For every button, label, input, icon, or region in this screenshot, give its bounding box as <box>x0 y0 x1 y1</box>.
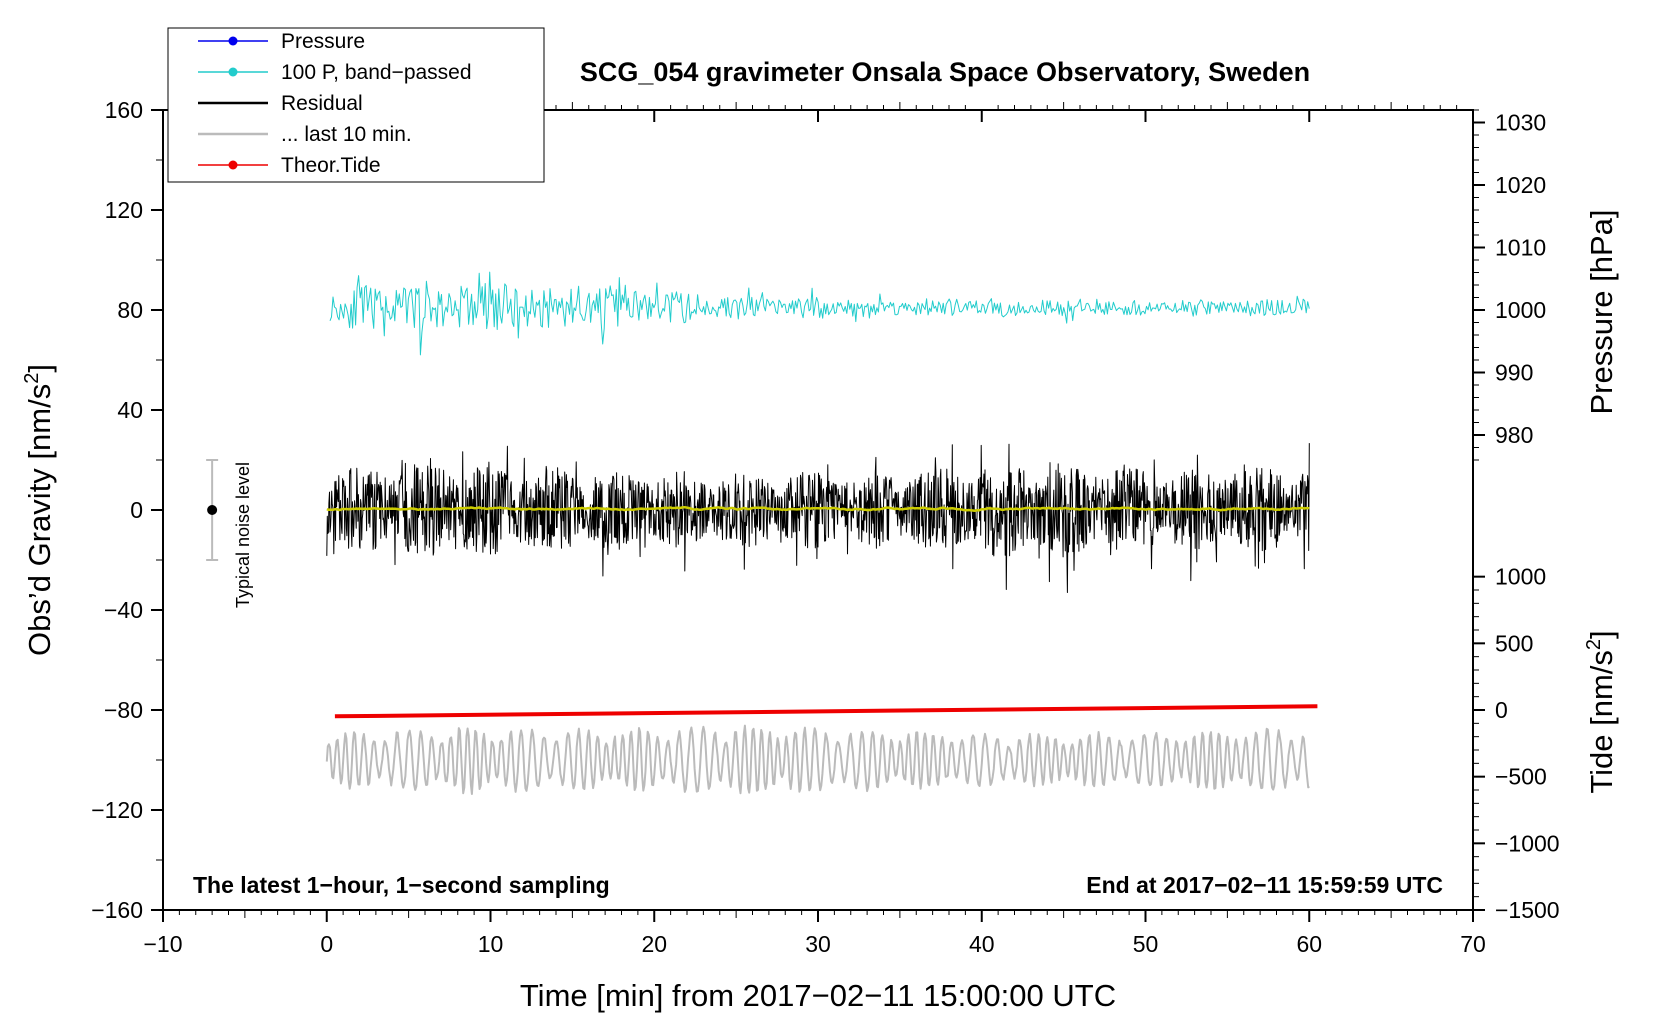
pressure-tick-label: 980 <box>1495 422 1533 448</box>
legend: Pressure 100 P, band−passed Residual ... la… <box>167 27 545 183</box>
legend-label: Pressure <box>281 30 365 53</box>
annotation-end-time: End at 2017−02−11 15:59:59 UTC <box>1086 872 1443 898</box>
x-tick-label: 60 <box>1296 931 1322 957</box>
legend-marker <box>228 160 238 170</box>
theoretical-tide-series <box>334 704 1318 719</box>
y-tick-label: 80 <box>117 297 143 323</box>
legend-label: Residual <box>281 92 363 115</box>
tide-tick-label: 1000 <box>1495 564 1546 590</box>
tide-tick-label: 0 <box>1495 697 1508 723</box>
legend-marker <box>228 67 238 77</box>
y-tick-label: −120 <box>91 797 143 823</box>
tide-tick-label: −500 <box>1495 764 1547 790</box>
tide-tick-label: 500 <box>1495 630 1533 656</box>
x-tick-label: 40 <box>969 931 995 957</box>
y-axis-ticks: 160 120 80 40 0 −40 −80 −120 −160 <box>91 97 163 923</box>
annotation-latest-hour: The latest 1−hour, 1−second sampling <box>193 872 610 898</box>
legend-label: Theor.Tide <box>281 154 381 177</box>
noise-label: Typical noise level <box>233 462 253 608</box>
pressure-tick-label: 1010 <box>1495 235 1546 261</box>
legend-label: ... last 10 min. <box>281 123 412 146</box>
y-tick-label: −160 <box>91 897 143 923</box>
y-tick-label: 160 <box>105 97 143 123</box>
y-tick-label: 0 <box>130 497 143 523</box>
y-tick-label: 40 <box>117 397 143 423</box>
pressure-bandpassed-series <box>329 271 1310 356</box>
pressure-tick-label: 1020 <box>1495 172 1546 198</box>
residual-series <box>326 443 1310 593</box>
y-tick-label: 120 <box>105 197 143 223</box>
noise-dot <box>207 505 218 515</box>
tide-axis-ticks: 1000 500 0 −500 −1000 −1500 <box>1473 564 1560 923</box>
y-tick-label: −80 <box>104 697 143 723</box>
noise-level-indicator: Typical noise level <box>206 459 253 608</box>
pressure-tick-label: 990 <box>1495 360 1533 386</box>
residual-smoothed-series <box>326 505 1310 513</box>
y-axis-pressure-label: Pressure [hPa] <box>1584 209 1619 414</box>
x-tick-label: −10 <box>143 931 182 957</box>
x-tick-label: 30 <box>805 931 831 957</box>
series-layer <box>325 271 1318 795</box>
legend-marker <box>228 36 238 46</box>
x-tick-label: 70 <box>1460 931 1486 957</box>
pressure-tick-label: 1000 <box>1495 297 1546 323</box>
legend-box <box>167 27 545 183</box>
x-tick-label: 10 <box>478 931 504 957</box>
x-axis-label: Time [min] from 2017−02−11 15:00:00 UTC <box>520 978 1116 1013</box>
legend-label: 100 P, band−passed <box>281 61 472 84</box>
tide-tick-label: −1500 <box>1495 897 1560 923</box>
x-tick-label: 0 <box>320 931 333 957</box>
x-tick-label: 50 <box>1133 931 1159 957</box>
chart-title: SCG_054 gravimeter Onsala Space Observat… <box>580 57 1310 87</box>
y-axis-left-label: Obs’d Gravity [nm/s2] <box>21 364 57 656</box>
pressure-axis-ticks: 1030 1020 1010 1000 990 980 <box>1473 109 1546 461</box>
tide-tick-label: −1000 <box>1495 830 1560 856</box>
x-axis-ticks: −10 0 10 20 30 40 50 60 70 <box>143 102 1486 957</box>
last-10-min-series <box>325 724 1310 795</box>
x-tick-label: 20 <box>641 931 667 957</box>
pressure-tick-label: 1030 <box>1495 110 1546 136</box>
y-tick-label: −40 <box>104 597 143 623</box>
y-axis-tide-label: Tide [nm/s2] <box>1583 630 1619 793</box>
